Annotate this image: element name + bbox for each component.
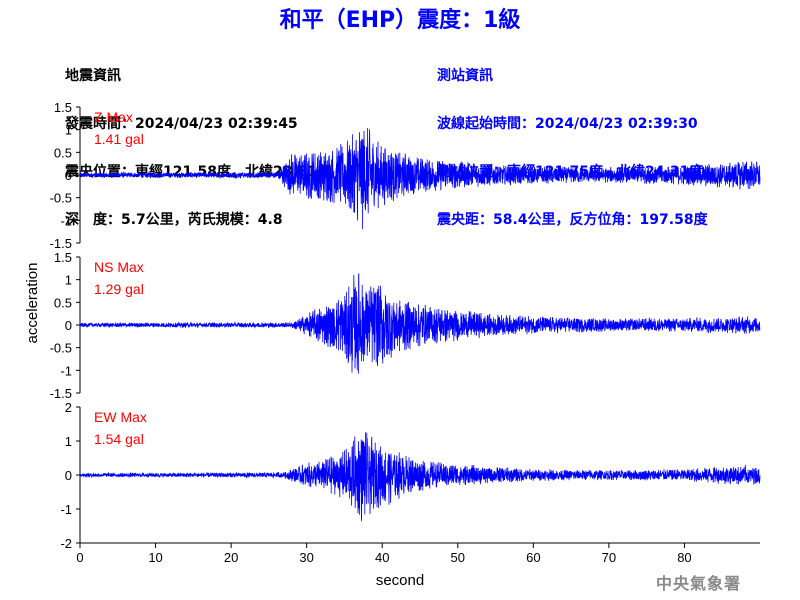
x-tick-label: 70 bbox=[602, 550, 616, 565]
x-tick-label: 20 bbox=[224, 550, 238, 565]
chart-title: 和平（EHP）震度：1級 bbox=[279, 8, 521, 33]
waveform-ew bbox=[79, 432, 761, 522]
y-tick-label: 0 bbox=[65, 468, 72, 483]
y-tick-label: -0.5 bbox=[50, 341, 72, 356]
x-tick-label: 30 bbox=[299, 550, 313, 565]
y-axis-title: acceleration bbox=[24, 263, 41, 344]
y-tick-label: 1.5 bbox=[54, 250, 72, 265]
y-tick-label: -2 bbox=[60, 536, 72, 551]
y-tick-label: -1.5 bbox=[50, 236, 72, 251]
x-tick-label: 10 bbox=[148, 550, 162, 565]
y-tick-label: 1.5 bbox=[54, 100, 72, 115]
y-tick-label: -1 bbox=[60, 502, 72, 517]
y-tick-label: -0.5 bbox=[50, 191, 72, 206]
y-tick-label: 1 bbox=[65, 123, 72, 138]
y-tick-label: -1 bbox=[60, 363, 72, 378]
x-axis-title: second bbox=[376, 572, 424, 589]
max-label-ns: NS Max bbox=[94, 259, 144, 275]
y-tick-label: -1 bbox=[60, 213, 72, 228]
x-tick-label: 40 bbox=[375, 550, 389, 565]
x-tick-label: 50 bbox=[451, 550, 465, 565]
y-tick-label: 0.5 bbox=[54, 145, 72, 160]
max-value-z: 1.41 gal bbox=[94, 131, 144, 147]
y-tick-label: 1 bbox=[65, 273, 72, 288]
cwa-watermark: 中央氣象署 bbox=[656, 574, 742, 593]
waveform-z bbox=[79, 128, 761, 230]
wave-start-time: 波線起始時間：2024/04/23 02:39:30 bbox=[437, 116, 698, 132]
origin-time: 發震時間：2024/04/23 02:39:45 bbox=[65, 116, 298, 132]
x-tick-label: 60 bbox=[526, 550, 540, 565]
y-tick-label: 0.5 bbox=[54, 295, 72, 310]
max-value-ns: 1.29 gal bbox=[94, 281, 144, 297]
max-label-z: Z Max bbox=[94, 109, 133, 125]
y-tick-label: 2 bbox=[65, 400, 72, 415]
x-tick-label: 0 bbox=[76, 550, 83, 565]
station-info-heading: 測站資訊 bbox=[437, 68, 493, 84]
y-tick-label: -1.5 bbox=[50, 386, 72, 401]
y-tick-label: 0 bbox=[65, 168, 72, 183]
event-info-heading: 地震資訊 bbox=[65, 68, 121, 84]
waveform-ns bbox=[79, 273, 761, 374]
y-tick-label: 0 bbox=[65, 318, 72, 333]
max-value-ew: 1.54 gal bbox=[94, 431, 144, 447]
epicentral-distance: 震央距：58.4公里，反方位角：197.58度 bbox=[437, 212, 708, 228]
event-info-block: 地震資訊 發震時間：2024/04/23 02:39:45 震央位置：東經121… bbox=[65, 36, 331, 244]
depth-magnitude: 深 度：5.7公里，芮氏規模：4.8 bbox=[65, 212, 283, 228]
max-label-ew: EW Max bbox=[94, 409, 147, 425]
x-tick-label: 80 bbox=[677, 550, 691, 565]
y-tick-label: 1 bbox=[65, 434, 72, 449]
